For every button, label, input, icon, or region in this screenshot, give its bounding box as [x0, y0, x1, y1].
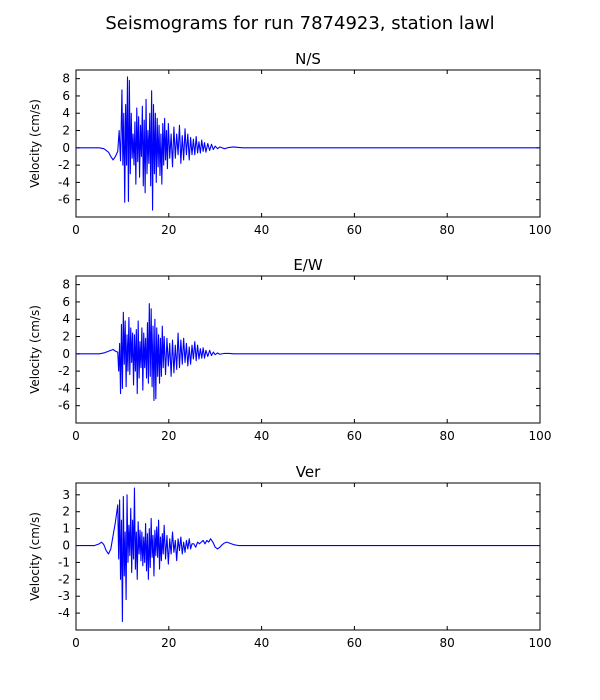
x-tick-label: 80: [440, 429, 455, 443]
y-tick-label: 6: [62, 295, 70, 309]
y-tick-label: -4: [58, 175, 70, 189]
y-tick-label: -2: [58, 364, 70, 378]
plot-frame: [75, 275, 541, 424]
series-line-1: [76, 487, 540, 623]
x-tick-label: 20: [161, 429, 176, 443]
panel-3: Ver 0 20 40 60 80 100 -4 -3 -2 -1 0 1 2 3 Velocity (cm/…: [28, 463, 551, 650]
figure-title: Seismograms for run 7874923, station law…: [105, 13, 494, 34]
y-tick-label: 4: [62, 106, 70, 120]
x-tick-label: 60: [347, 223, 362, 237]
y-tick-label: 1: [62, 522, 70, 536]
x-tick-label: 0: [72, 223, 80, 237]
x-tick-label: 60: [347, 636, 362, 650]
x-tick-label: 80: [440, 636, 455, 650]
x-tick-label: 20: [161, 636, 176, 650]
y-tick-label: 8: [62, 72, 70, 86]
x-tick-label: 80: [440, 223, 455, 237]
y-tick-label: -3: [58, 589, 70, 603]
y-tick-label: 2: [62, 330, 70, 344]
y-tick-label: 8: [62, 278, 70, 292]
y-tick-label: 6: [62, 89, 70, 103]
x-tick-label: 40: [254, 636, 269, 650]
panel-title: Ver: [296, 463, 321, 481]
x-tick-label: 0: [72, 429, 80, 443]
panel-title: N/S: [295, 50, 321, 68]
y-tick-label: 2: [62, 505, 70, 519]
x-tick-label: 100: [529, 636, 552, 650]
y-tick-label: -4: [58, 381, 70, 395]
x-tick-label: 100: [529, 429, 552, 443]
series-line-1: [76, 303, 540, 402]
plot-frame: [75, 69, 541, 218]
y-tick-label: 4: [62, 312, 70, 326]
y-tick-label: 2: [62, 124, 70, 138]
y-tick-label: -4: [58, 606, 70, 620]
y-tick-label: -6: [58, 193, 70, 207]
x-tick-label: 0: [72, 636, 80, 650]
y-tick-label: -1: [58, 555, 70, 569]
y-tick-label: -2: [58, 158, 70, 172]
x-tick-label: 100: [529, 223, 552, 237]
y-tick-label: -6: [58, 399, 70, 413]
x-tick-label: 40: [254, 223, 269, 237]
panel-title: E/W: [293, 256, 323, 274]
x-tick-label: 60: [347, 429, 362, 443]
panel-2: E/W 0 20 40 60 80 100 -6 -4 -2 0 2 4 6 8 Velocity (cm/s…: [28, 256, 551, 443]
y-tick-label: -2: [58, 572, 70, 586]
y-tick-label: 0: [62, 347, 70, 361]
y-tick-label: 0: [62, 141, 70, 155]
y-tick-label: 3: [62, 488, 70, 502]
plot-frame: [75, 482, 541, 631]
series-line-1: [76, 76, 540, 211]
panel-1: N/S 0 20 40 60 80 100 -6 -4 -2 0 2 4 6 8 Velocity (cm/s…: [28, 50, 551, 237]
y-tick-label: 0: [62, 539, 70, 553]
y-axis-label: Velocity (cm/s): [28, 99, 42, 188]
x-tick-label: 40: [254, 429, 269, 443]
x-tick-label: 20: [161, 223, 176, 237]
y-axis-label: Velocity (cm/s): [28, 305, 42, 394]
y-axis-label: Velocity (cm/s): [28, 512, 42, 601]
